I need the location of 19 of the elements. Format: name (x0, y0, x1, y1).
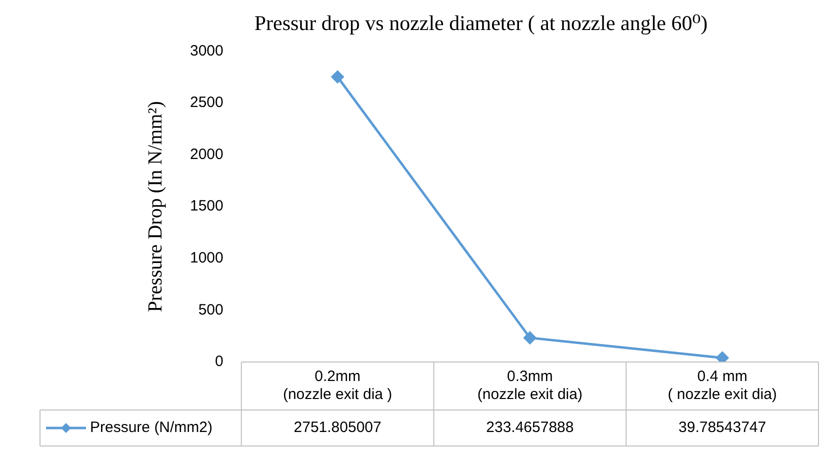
y-tick-label: 1000 (190, 250, 224, 267)
y-tick-label: 0 (215, 353, 224, 370)
y-tick-label: 2000 (190, 146, 224, 163)
x-tick-label: 0.2mm (nozzle exit dia ) (282, 368, 392, 404)
data-label: 233.4657888 (486, 419, 574, 436)
legend-label: Pressure (N/mm2) (90, 419, 213, 436)
data-label: 39.78543747 (678, 419, 766, 436)
y-tick-label: 1500 (190, 198, 224, 215)
y-tick-label: 3000 (190, 42, 224, 60)
data-label: 2751.805007 (294, 419, 382, 436)
y-tick-label: 2500 (190, 94, 224, 112)
y-tick-label: 500 (198, 301, 224, 318)
chart-title: Pressur drop vs nozzle diameter ( at nozzle angle 60⁰) (254, 11, 708, 36)
point (331, 70, 344, 84)
point (716, 352, 729, 362)
x-tick-label: 0.4 mm ( nozzle exit dia) (668, 368, 777, 404)
y-axis-title: Pressure Drop (In N/mm²) (144, 101, 166, 312)
x-tick-label: 0.3mm (nozzle exit dia) (477, 368, 582, 404)
point (524, 332, 536, 344)
